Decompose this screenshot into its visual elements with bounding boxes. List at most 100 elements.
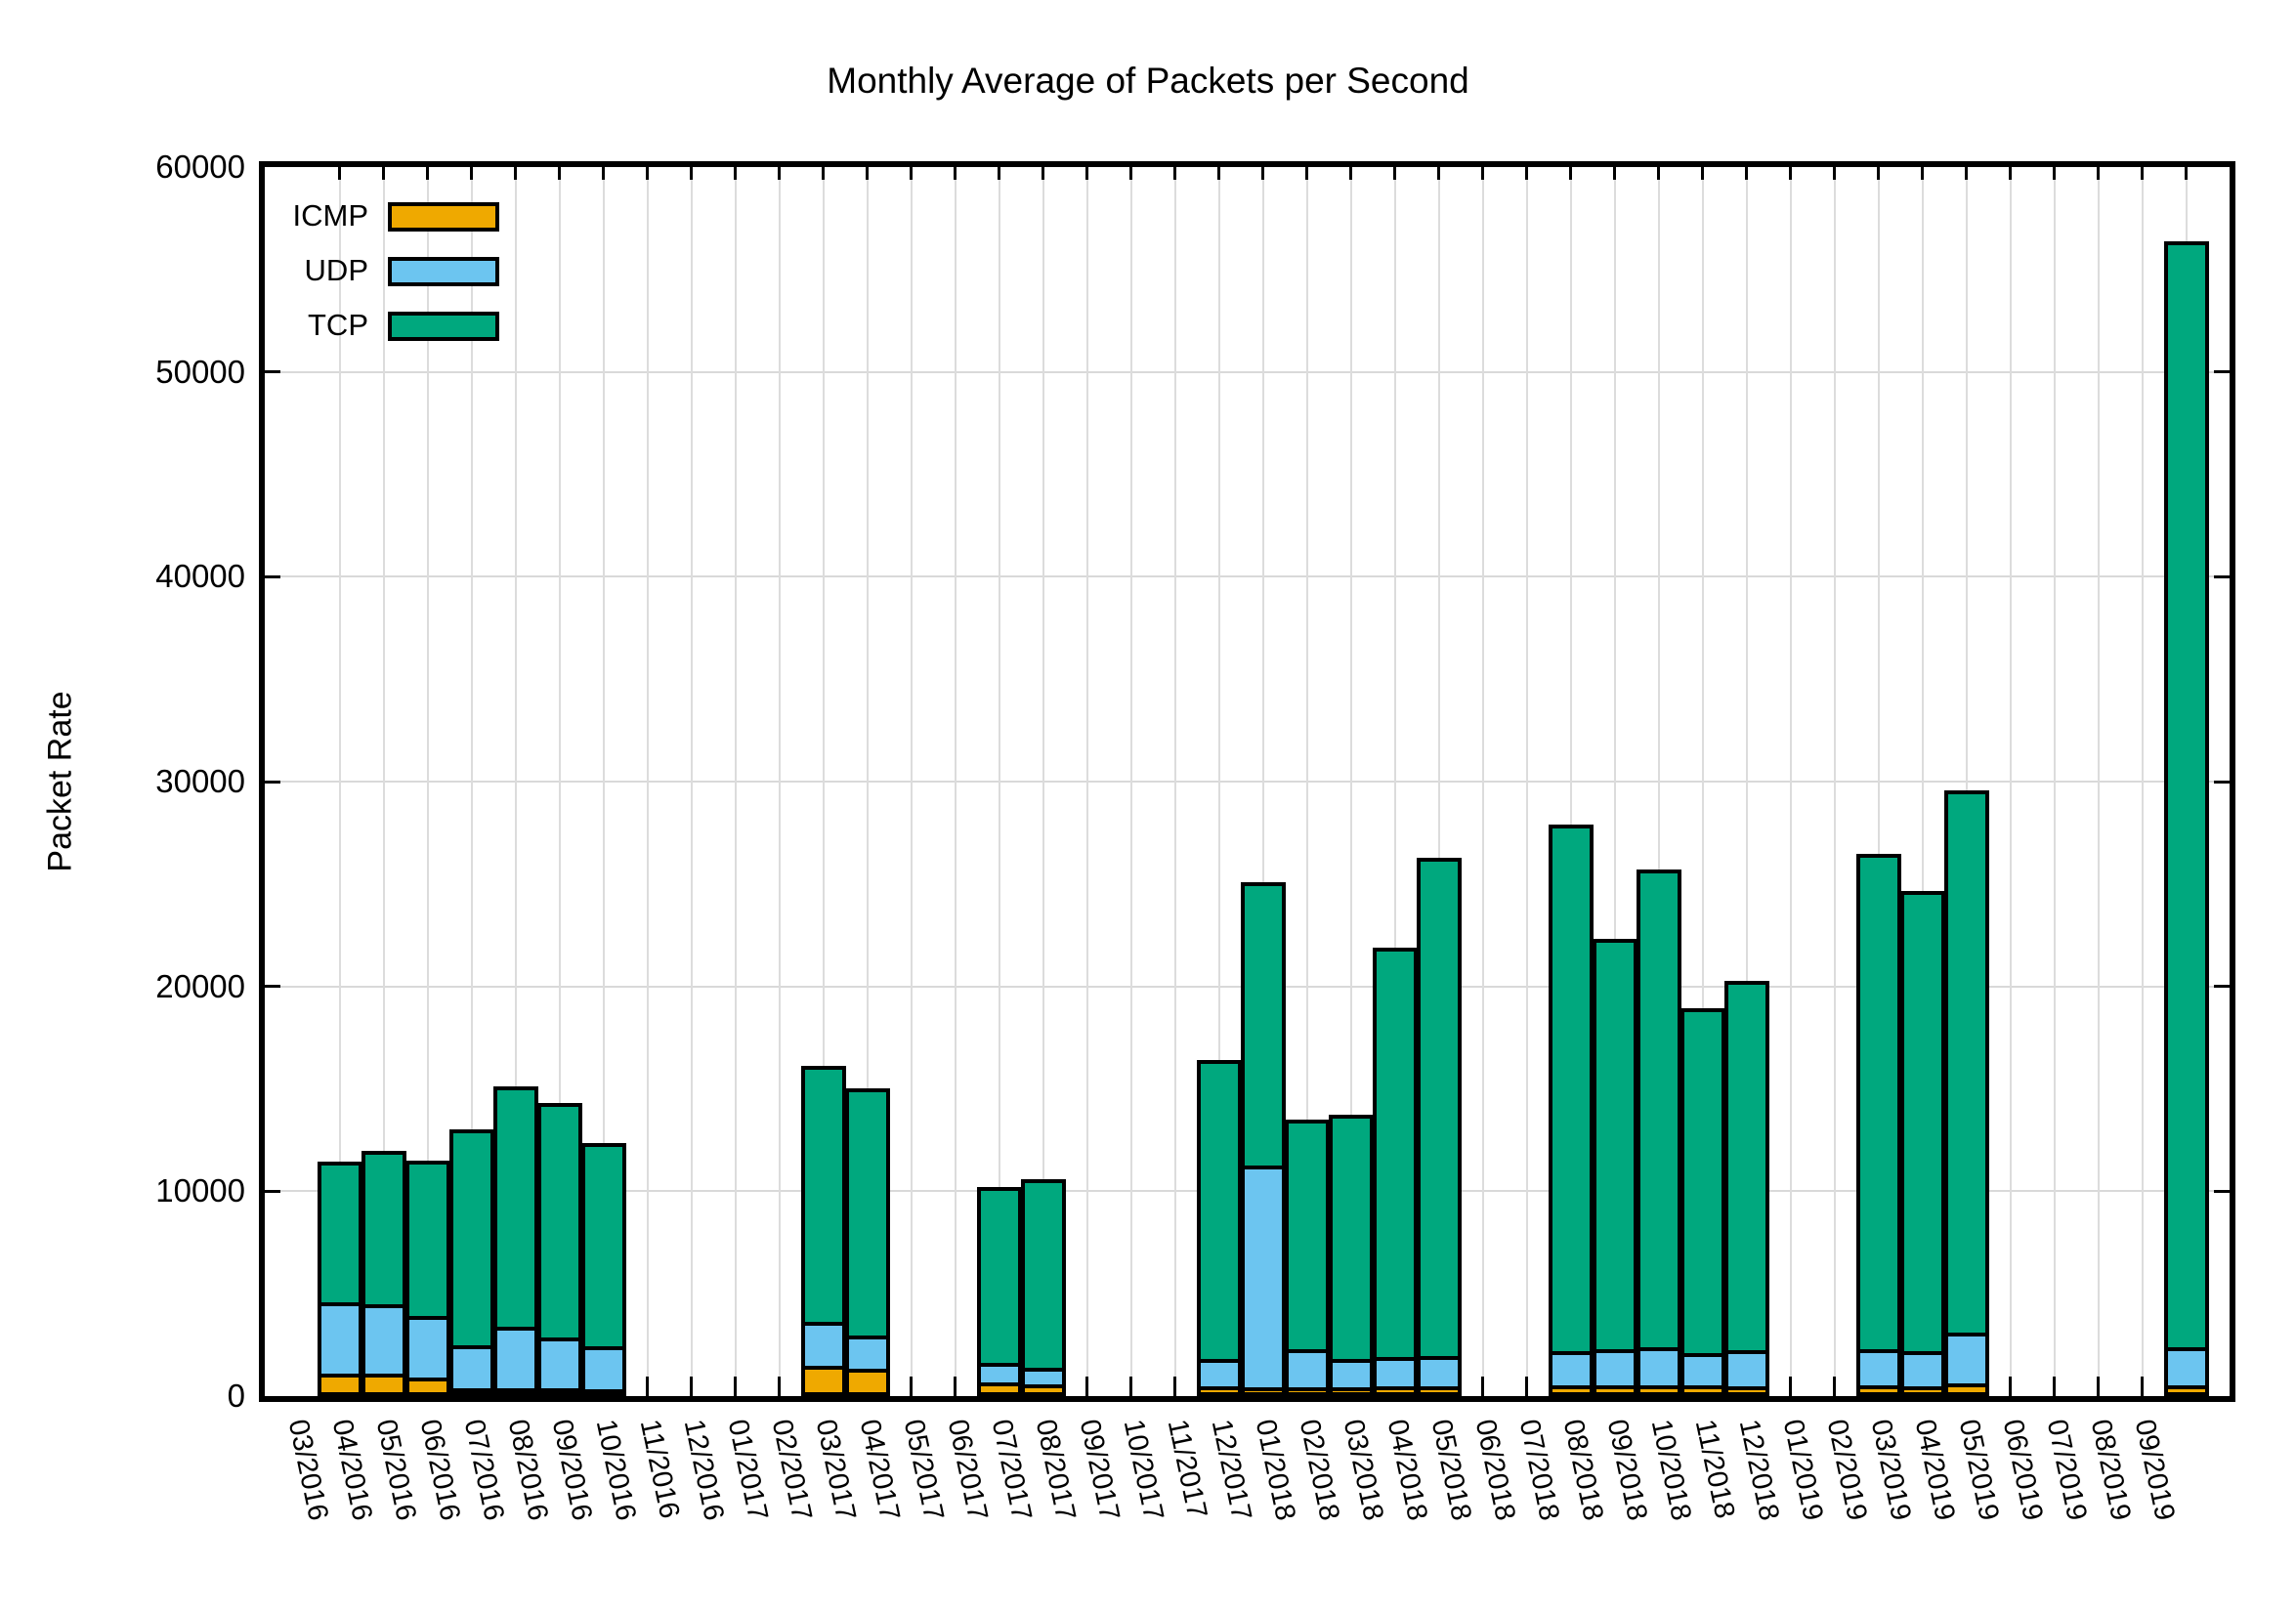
y-tick-label: 10000 xyxy=(155,1172,245,1209)
x-tick-top xyxy=(690,167,693,180)
bar-segment-udp xyxy=(844,1336,890,1373)
x-tick-label: 04/2019 xyxy=(1908,1417,1961,1524)
x-tick-bottom xyxy=(1129,1377,1132,1396)
x-tick-bottom xyxy=(1173,1377,1176,1396)
x-tick-label: 03/2017 xyxy=(809,1417,862,1524)
y-tick-label: 0 xyxy=(227,1378,245,1414)
x-tick-top xyxy=(954,167,957,180)
gridline-vertical xyxy=(1042,167,1044,1396)
gridline-vertical xyxy=(1217,167,1220,1396)
x-tick-top xyxy=(1833,167,1836,180)
x-tick-top xyxy=(1042,167,1044,180)
bar-segment-udp xyxy=(2163,1347,2209,1390)
x-tick-label: 04/2017 xyxy=(853,1417,906,1524)
x-tick-label: 12/2018 xyxy=(1732,1417,1785,1524)
x-tick-top xyxy=(1481,167,1484,180)
gridline-vertical xyxy=(1965,167,1968,1396)
gridline-vertical xyxy=(426,167,429,1396)
bar-segment-tcp xyxy=(1416,857,1462,1361)
x-tick-top xyxy=(1569,167,1572,180)
gridline-vertical xyxy=(1393,167,1396,1396)
x-tick-label: 11/2018 xyxy=(1688,1417,1740,1522)
bar-segment-udp xyxy=(317,1301,362,1379)
bar-segment-udp xyxy=(1240,1165,1286,1392)
gridline-vertical xyxy=(1525,167,1528,1396)
x-tick-label: 08/2016 xyxy=(501,1417,554,1524)
gridline-vertical xyxy=(866,167,869,1396)
x-tick-top xyxy=(2185,167,2188,180)
bar-segment-tcp xyxy=(317,1162,362,1306)
x-tick-label: 05/2018 xyxy=(1424,1417,1477,1524)
x-tick-top xyxy=(1701,167,1704,180)
x-tick-bottom xyxy=(2141,1377,2144,1396)
bar-segment-tcp xyxy=(1284,1120,1330,1353)
x-tick-label: 08/2019 xyxy=(2084,1417,2137,1524)
bar-segment-tcp xyxy=(448,1128,494,1349)
gridline-vertical xyxy=(2009,167,2012,1396)
gridline-vertical xyxy=(382,167,385,1396)
gridline-vertical xyxy=(602,167,605,1396)
x-tick-top xyxy=(734,167,737,180)
x-tick-top xyxy=(1393,167,1396,180)
bar-segment-tcp xyxy=(1899,891,1945,1356)
x-tick-top xyxy=(1437,167,1440,180)
y-tick-label: 50000 xyxy=(155,353,245,390)
x-tick-top xyxy=(1657,167,1660,180)
legend-label-icmp: ICMP xyxy=(292,198,369,233)
bar-segment-tcp xyxy=(1372,948,1418,1362)
x-tick-label: 06/2018 xyxy=(1468,1417,1521,1524)
x-tick-label: 07/2018 xyxy=(1512,1417,1565,1524)
y-tick-right xyxy=(2214,985,2230,989)
gridline-horizontal xyxy=(265,575,2230,578)
x-tick-label: 03/2019 xyxy=(1864,1417,1917,1524)
gridline-vertical xyxy=(1437,167,1440,1396)
x-tick-bottom xyxy=(646,1377,649,1396)
gridline-vertical xyxy=(1349,167,1352,1396)
x-tick-top xyxy=(558,167,561,180)
bar-segment-tcp xyxy=(2163,240,2209,1352)
x-tick-bottom xyxy=(1085,1377,1088,1396)
gridline-vertical xyxy=(1745,167,1748,1396)
x-tick-top xyxy=(1745,167,1748,180)
bar-segment-udp xyxy=(1943,1333,1989,1387)
x-tick-label: 04/2018 xyxy=(1381,1417,1433,1524)
bar-segment-tcp xyxy=(1943,789,1989,1337)
x-tick-label: 09/2016 xyxy=(545,1417,598,1524)
gridline-vertical xyxy=(954,167,957,1396)
y-tick-label: 30000 xyxy=(155,763,245,799)
gridline-vertical xyxy=(514,167,517,1396)
gridline-vertical xyxy=(1701,167,1704,1396)
bar-segment-tcp xyxy=(800,1065,846,1326)
gridline-vertical xyxy=(1129,167,1132,1396)
x-tick-bottom xyxy=(2009,1377,2012,1396)
gridline-vertical xyxy=(558,167,561,1396)
x-tick-top xyxy=(646,167,649,180)
x-tick-top xyxy=(998,167,1000,180)
chart-title: Monthly Average of Packets per Second xyxy=(827,61,1469,101)
bar-segment-udp xyxy=(1284,1348,1330,1391)
gridline-vertical xyxy=(1613,167,1616,1396)
x-tick-label: 01/2017 xyxy=(721,1417,774,1524)
y-axis-title: Packet Rate xyxy=(41,691,79,872)
y-tick-label: 20000 xyxy=(155,967,245,1004)
legend-label-udp: UDP xyxy=(304,253,368,287)
x-tick-label: 03/2018 xyxy=(1337,1417,1389,1524)
legend-swatch-tcp xyxy=(388,312,499,341)
bar-segment-tcp xyxy=(1196,1060,1242,1364)
x-tick-bottom xyxy=(910,1377,913,1396)
y-tick-left xyxy=(265,985,280,989)
bar-segment-udp xyxy=(1679,1353,1725,1390)
x-tick-bottom xyxy=(734,1377,737,1396)
gridline-vertical xyxy=(690,167,693,1396)
bar-segment-udp xyxy=(1855,1348,1901,1389)
x-tick-bottom xyxy=(1481,1377,1484,1396)
gridline-vertical xyxy=(910,167,913,1396)
bar-segment-udp xyxy=(1899,1351,1945,1390)
x-tick-bottom xyxy=(1789,1377,1792,1396)
x-tick-top xyxy=(470,167,473,180)
x-tick-top xyxy=(1789,167,1792,180)
y-tick-right xyxy=(2214,574,2230,578)
gridline-vertical xyxy=(1305,167,1308,1396)
bar-segment-udp xyxy=(448,1344,494,1392)
x-tick-label: 11/2016 xyxy=(633,1417,685,1522)
